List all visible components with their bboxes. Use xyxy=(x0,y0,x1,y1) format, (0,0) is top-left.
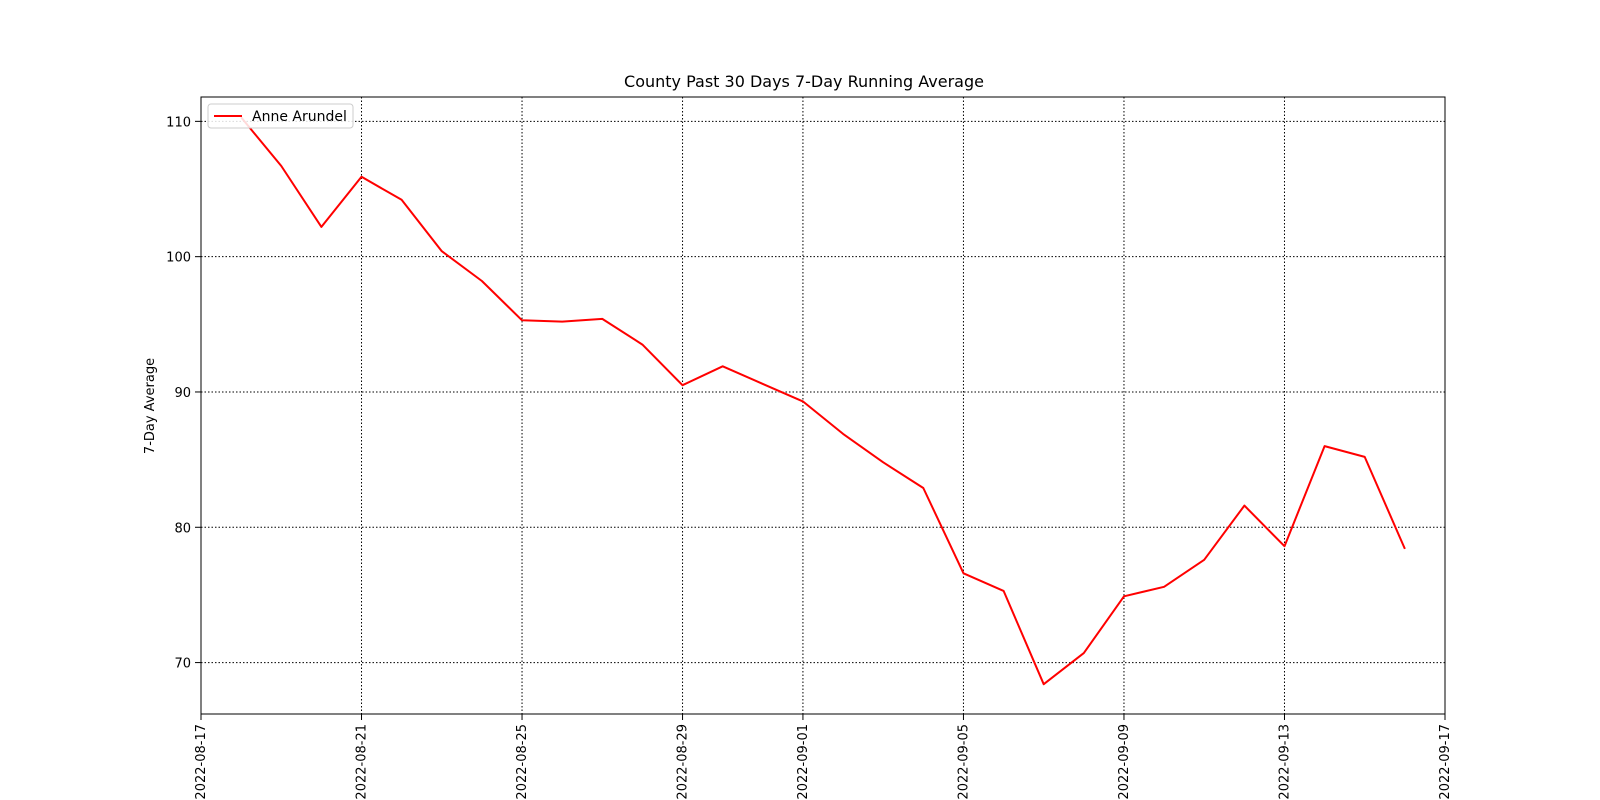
grid xyxy=(200,97,1446,714)
y-tick-label: 110 xyxy=(166,115,191,130)
legend-frame xyxy=(207,103,354,129)
x-tick-label: 2022-08-29 xyxy=(676,724,691,800)
y-tick-label: 100 xyxy=(166,251,191,266)
series-layer xyxy=(240,116,1406,686)
chart-title: County Past 30 Days 7-Day Running Averag… xyxy=(624,72,984,91)
x-tick-label: 2022-09-01 xyxy=(796,724,811,800)
x-tick-label: 2022-08-17 xyxy=(194,724,209,800)
x-tick-label: 2022-09-13 xyxy=(1277,724,1292,800)
legend-label: Anne Arundel xyxy=(252,109,347,125)
series-line-0 xyxy=(240,116,1406,686)
y-axis-label: 7-Day Average xyxy=(143,358,158,454)
legend: Anne Arundel xyxy=(207,103,354,129)
y-tick-label: 90 xyxy=(174,386,191,401)
y-axis: 70 80 90 100 110 xyxy=(166,115,201,672)
y-tick-label: 70 xyxy=(174,657,191,672)
plot-frame xyxy=(200,96,1446,715)
x-axis: 2022-08-17 2022-08-21 2022-08-25 2022-08-29… xyxy=(194,714,1453,800)
x-tick-label: 2022-08-21 xyxy=(355,724,370,800)
x-tick-label: 2022-09-09 xyxy=(1117,724,1132,800)
y-tick-label: 80 xyxy=(174,521,191,536)
x-tick-label: 2022-09-17 xyxy=(1438,724,1453,800)
x-tick-label: 2022-08-25 xyxy=(515,724,530,800)
x-tick-label: 2022-09-05 xyxy=(956,724,971,800)
